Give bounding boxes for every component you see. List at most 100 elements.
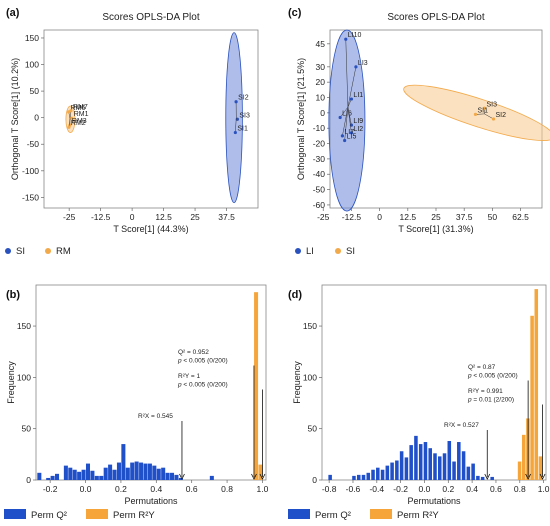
- point-label: RM2: [71, 120, 86, 127]
- annotation-text: R²Y = 1: [178, 373, 200, 380]
- y-tick-label: -150: [22, 192, 39, 202]
- x-axis-label: Permutations: [407, 496, 461, 506]
- x-tick-label: 0.6: [490, 484, 502, 494]
- point-label: RM7: [73, 104, 88, 111]
- histogram-bar: [390, 463, 394, 480]
- y-tick-label: 10: [316, 93, 326, 103]
- y-axis-label: Frequency: [292, 361, 302, 404]
- annotation-text: Q² = 0.952: [178, 349, 209, 356]
- y-tick-label: 0: [26, 475, 31, 485]
- x-tick-label: 12.5: [155, 212, 172, 222]
- histogram-bar: [481, 477, 485, 480]
- x-axis-label: T Score[1] (31.3%): [398, 224, 473, 234]
- histogram-bar: [443, 453, 447, 480]
- histogram-bar: [161, 468, 165, 480]
- histogram-bar: [77, 472, 81, 480]
- histogram-bar: [37, 473, 41, 480]
- x-tick-label: 1.0: [257, 484, 269, 494]
- histogram-bar: [143, 464, 147, 480]
- y-tick-label: 20: [316, 77, 326, 87]
- point-label: SI3: [239, 112, 250, 119]
- plot-frame: [36, 285, 266, 480]
- annotation-text: p < 0.005 (0/200): [177, 382, 228, 389]
- annotation-text: R²X = 0.545: [138, 413, 173, 420]
- histogram-bar: [462, 451, 466, 480]
- y-tick-label: 150: [17, 321, 31, 331]
- point-label: LI3: [358, 60, 368, 67]
- y-tick-label: -40: [313, 169, 326, 179]
- x-tick-label: 0.2: [442, 484, 454, 494]
- legend-marker: [295, 248, 301, 254]
- histogram-bar: [428, 448, 432, 480]
- chart-panel-a: (a) Scores OPLS-DA Plot-25 -12.5 0 12.5 25 37.…: [5, 7, 258, 257]
- histogram-bar: [166, 473, 170, 480]
- x-tick-label: 0: [130, 212, 135, 222]
- histogram-bar: [424, 442, 428, 480]
- legend-label: Perm R²Y: [397, 510, 439, 521]
- histogram-bar: [522, 435, 526, 480]
- y-tick-label: 100: [303, 372, 317, 382]
- y-tick-label: -50: [27, 139, 40, 149]
- histogram-bar: [86, 464, 90, 480]
- histogram-bar: [108, 465, 112, 480]
- legend-marker: [45, 248, 51, 254]
- legend-swatch: [288, 509, 310, 519]
- x-tick-label: 37.5: [218, 212, 235, 222]
- histogram-bar: [174, 475, 178, 480]
- histogram-bar: [126, 468, 130, 480]
- histogram-bar: [254, 292, 258, 480]
- legend-swatch: [4, 509, 26, 519]
- x-tick-label: 0.4: [466, 484, 478, 494]
- histogram-bar: [130, 463, 134, 480]
- x-tick-label: 25: [431, 212, 441, 222]
- histogram-bar: [433, 453, 437, 480]
- histogram-bar: [46, 478, 50, 480]
- y-tick-label: 100: [25, 60, 39, 70]
- x-tick-label: -12.5: [342, 212, 362, 222]
- histogram-bar: [409, 445, 413, 480]
- y-tick-label: -20: [313, 139, 326, 149]
- histogram-bar: [490, 477, 494, 480]
- histogram-bar: [452, 462, 456, 480]
- panel-label: (c): [288, 7, 302, 19]
- x-tick-label: 0.0: [419, 484, 431, 494]
- x-tick-label: -25: [63, 212, 76, 222]
- histogram-bar: [367, 473, 371, 480]
- y-tick-label: 0: [34, 113, 39, 123]
- histogram-bar: [395, 461, 399, 481]
- x-tick-label: 37.5: [456, 212, 473, 222]
- legend-label: SI: [16, 246, 25, 257]
- histogram-bar: [457, 442, 461, 480]
- histogram-bar: [518, 462, 522, 480]
- histogram-bar: [210, 476, 214, 480]
- x-tick-label: -0.8: [322, 484, 337, 494]
- y-axis-label: Orthogonal T Score[1] (21.5%): [296, 58, 306, 180]
- histogram-bar: [55, 474, 59, 480]
- x-tick-label: -25: [317, 212, 330, 222]
- histogram-bar: [148, 464, 152, 480]
- point-label: LI2: [353, 126, 363, 133]
- x-tick-label: 0.6: [186, 484, 198, 494]
- histogram-bar: [121, 444, 125, 480]
- point-label: LI5: [347, 133, 357, 140]
- histogram-bar: [117, 463, 121, 480]
- point-label: SI2: [238, 95, 249, 102]
- histogram-bar: [82, 470, 86, 480]
- x-tick-label: -0.6: [346, 484, 361, 494]
- histogram-bar: [535, 289, 539, 480]
- x-tick-label: 0.8: [514, 484, 526, 494]
- x-tick-label: 0.8: [221, 484, 233, 494]
- y-tick-label: -30: [313, 154, 326, 164]
- y-tick-label: 150: [303, 321, 317, 331]
- x-tick-label: 12.5: [400, 212, 417, 222]
- histogram-bar: [64, 466, 68, 480]
- annotation-text: R²Y = 0.991: [468, 388, 503, 395]
- histogram-bar: [381, 470, 385, 480]
- x-tick-label: -0.2: [43, 484, 58, 494]
- legend-label: Perm Q²: [31, 510, 67, 521]
- point-label: LI9: [353, 118, 363, 125]
- y-tick-label: 45: [316, 39, 326, 49]
- chart-panel-c: (c) Scores OPLS-DA Plot-25 -12.5 0 12.5 25 37.…: [288, 7, 550, 257]
- x-tick-label: 62.5: [512, 212, 529, 222]
- histogram-bar: [471, 464, 475, 480]
